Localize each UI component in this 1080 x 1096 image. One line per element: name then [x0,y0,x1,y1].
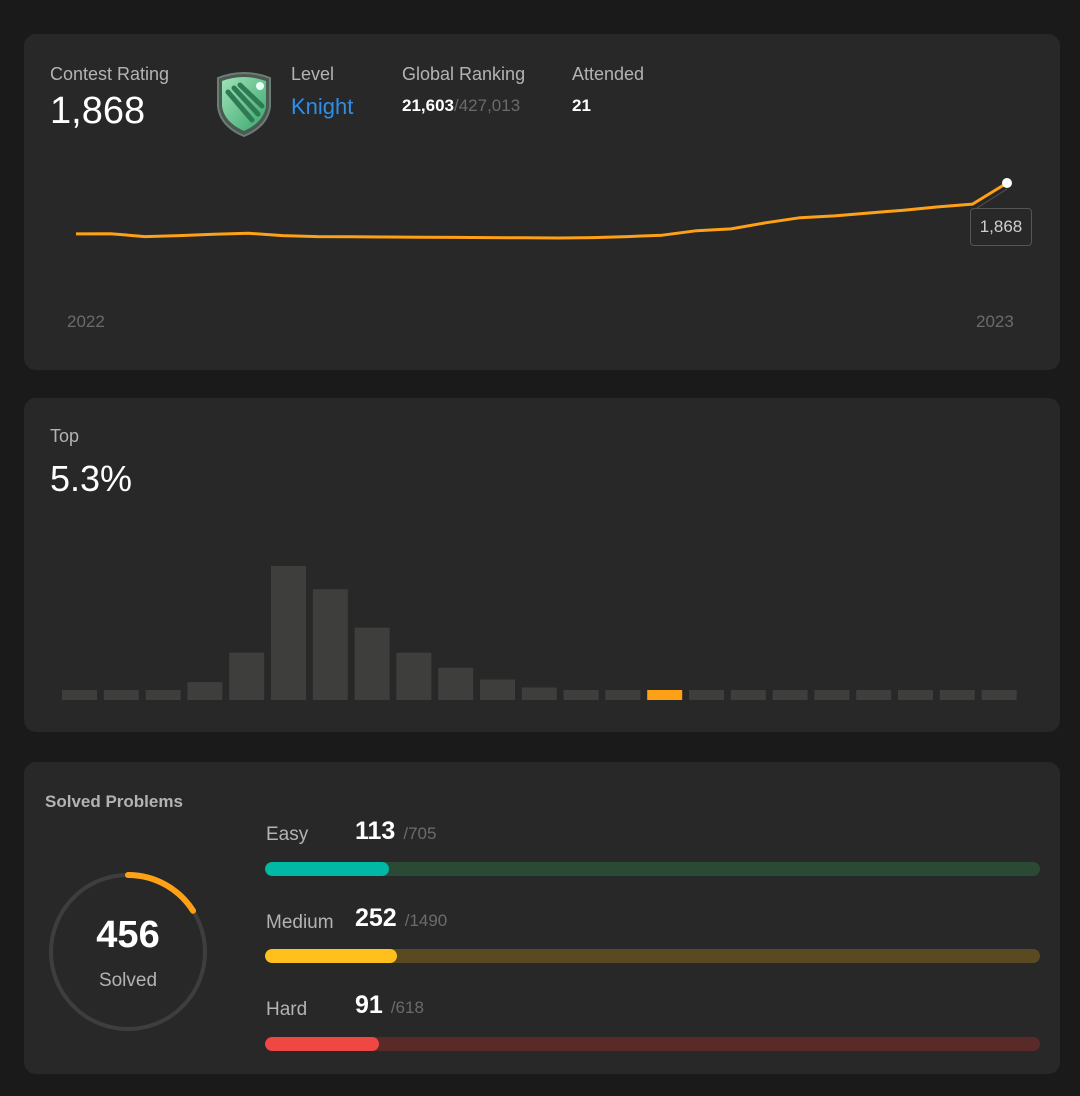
rating-line-chart[interactable] [24,34,1060,370]
distribution-bar[interactable] [981,690,1017,700]
hard-progress-fill [265,1037,379,1051]
distribution-bar[interactable] [898,690,933,700]
easy-total: /705 [403,824,437,843]
level-label: Level [291,64,335,84]
attended-label: Attended [572,64,645,84]
distribution-bar[interactable] [396,652,432,700]
contest-rating-value: 1,868 [50,90,146,132]
global-rank-total: /427,013 [454,96,521,115]
hard-solved: 91 [355,991,383,1019]
distribution-bar[interactable] [354,627,390,700]
medium-progress-track [265,949,1040,963]
distribution-bar[interactable] [521,687,557,701]
distribution-bar[interactable] [187,682,223,700]
global-ranking-value: 21,603/427,013 [402,96,520,116]
easy-progress-track [265,862,1040,876]
distribution-bar[interactable] [605,690,641,700]
easy-count: 113/705 [355,817,436,846]
distribution-bar[interactable] [480,679,515,701]
distribution-bar[interactable] [271,566,306,700]
distribution-bar[interactable] [814,690,850,700]
distribution-bar[interactable] [939,690,975,700]
distribution-bar[interactable] [856,690,892,700]
easy-label: Easy [266,824,309,845]
distribution-bar[interactable] [312,589,348,700]
solved-progress-ring [48,872,208,1032]
distribution-bar[interactable] [103,690,139,700]
solved-problems-card: Solved Problems 456 Solved Easy 113/705 … [24,762,1060,1074]
easy-solved: 113 [355,817,396,845]
hard-label: Hard [266,999,308,1020]
rating-distribution-chart[interactable] [24,398,1060,732]
distribution-bar[interactable] [730,690,766,700]
rating-latest-point[interactable] [1002,178,1012,188]
solved-problems-label: Solved Problems [45,792,183,811]
medium-solved: 252 [355,904,397,932]
solved-count-label: Solved [98,970,158,991]
x-axis-end-label: 2023 [976,312,1014,331]
distribution-bar[interactable] [563,690,599,700]
medium-progress-fill [265,949,397,963]
easy-progress-fill [265,862,389,876]
rating-series-line [75,181,1008,240]
top-percentile-card: Top 5.3% [24,398,1060,732]
distribution-bar[interactable] [62,690,97,700]
distribution-bar[interactable] [772,690,808,700]
hard-progress-track [265,1037,1040,1051]
knight-shield-icon [217,72,271,138]
top-label: Top [50,426,80,446]
x-axis-start-label: 2022 [67,312,105,331]
ring-progress-arc [48,872,208,1032]
contest-rating-card: Contest Rating 1,868 Level Knight Global… [24,34,1060,370]
rating-tooltip: 1,868 [970,208,1032,246]
medium-label: Medium [266,912,334,933]
distribution-bar-current[interactable] [647,690,683,700]
distribution-bar[interactable] [229,652,265,700]
hard-count: 91/618 [355,991,424,1020]
global-rank: 21,603 [402,96,454,115]
solved-count: 456 [96,914,160,956]
tooltip-pointer [976,188,1008,209]
distribution-bar[interactable] [689,690,724,700]
distribution-bar[interactable] [438,667,474,700]
distribution-bar[interactable] [145,690,181,700]
contest-rating-label: Contest Rating [50,64,170,84]
medium-count: 252/1490 [355,904,447,933]
level-value: Knight [291,94,354,119]
medium-total: /1490 [404,911,448,930]
attended-value: 21 [572,96,591,115]
global-ranking-label: Global Ranking [402,64,526,84]
hard-total: /618 [390,998,424,1017]
top-value: 5.3% [50,458,133,499]
